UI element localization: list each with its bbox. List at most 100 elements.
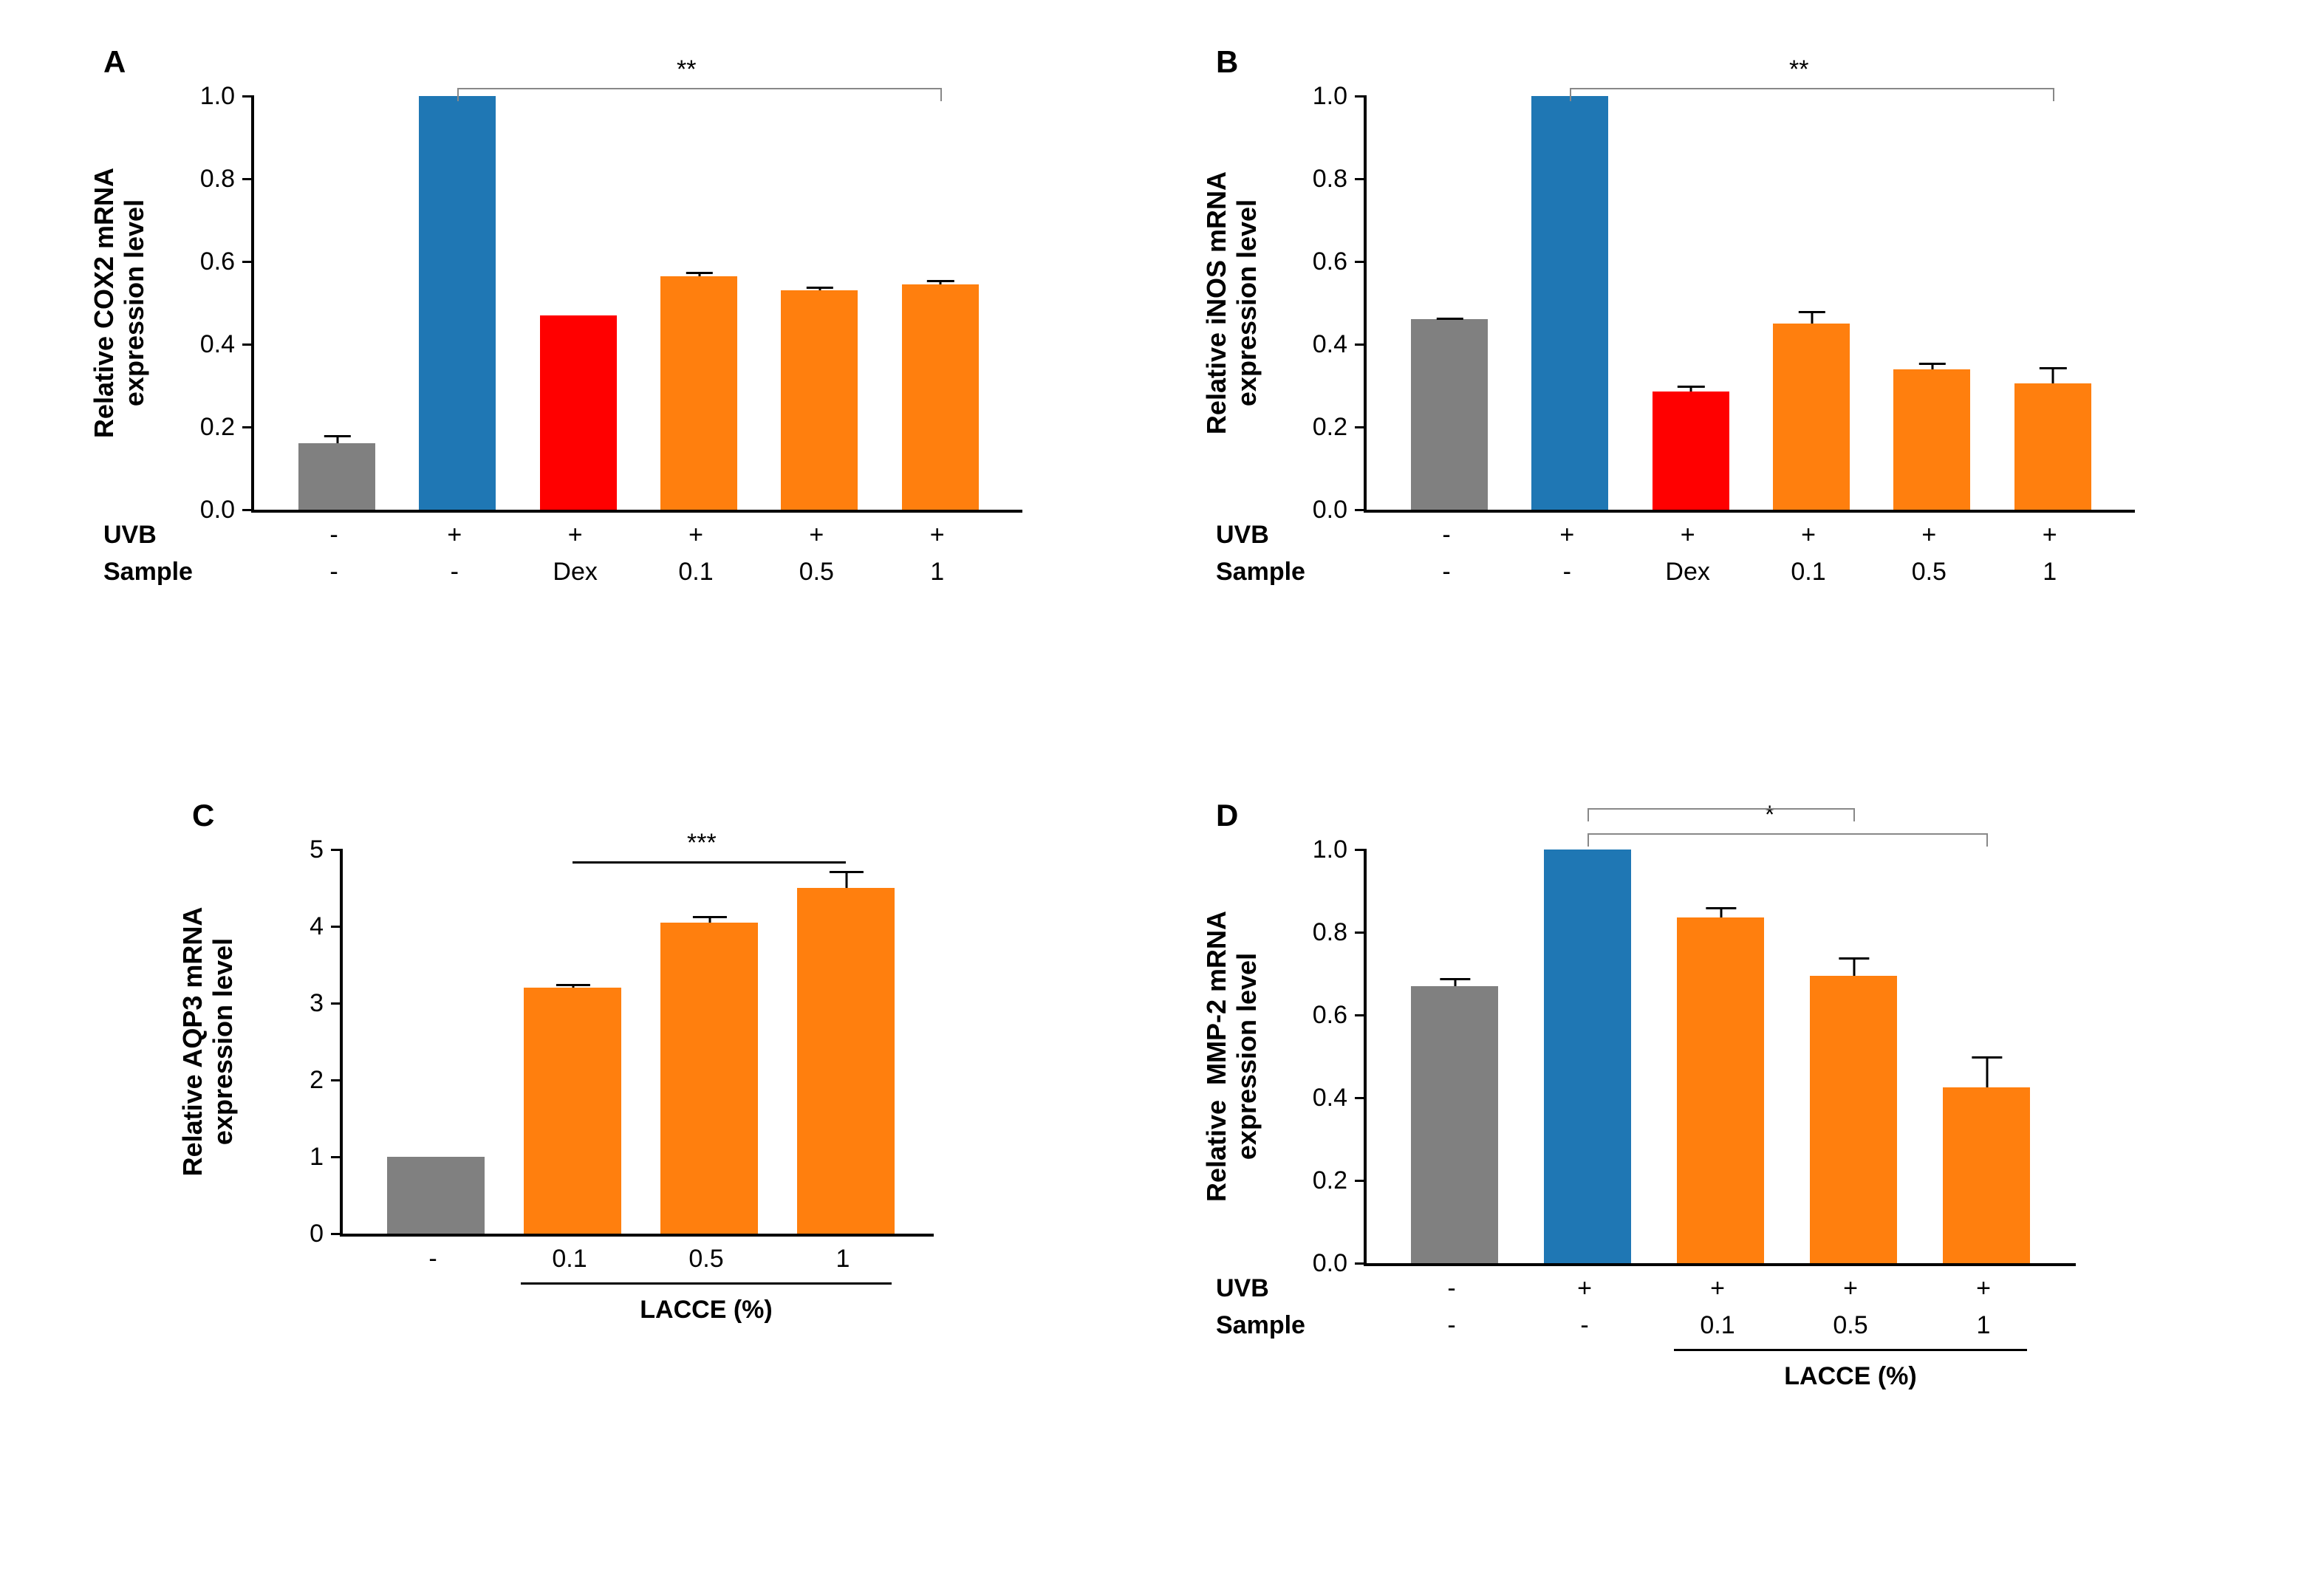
panel-label: C — [192, 798, 214, 833]
y-axis-label: Relative MMP-2 mRNA expression level — [1201, 850, 1262, 1263]
y-tick: 1.0 — [1313, 836, 1367, 863]
y-tick-label: 1 — [310, 1143, 331, 1172]
x-row: Sample--Dex0.10.51 — [1364, 556, 2132, 588]
row-bottom: CRelative AQP3 mRNA expression level0123… — [59, 798, 2265, 1507]
x-row-cell: + — [778, 521, 855, 550]
y-tick-mark — [1355, 849, 1367, 851]
y-tick-label: 1.0 — [1313, 82, 1355, 111]
y-tick: 0.2 — [1313, 1167, 1367, 1194]
y-tick-label: 0.2 — [1313, 413, 1355, 442]
plot-area: 0.00.20.40.60.81.0* — [1364, 850, 2076, 1266]
y-tick-label: 1.0 — [1313, 835, 1355, 864]
panel-d: DRelative MMP-2 mRNA expression level0.0… — [1172, 798, 2265, 1507]
x-underline — [1674, 1349, 2027, 1351]
y-tick: 0.6 — [1313, 248, 1367, 275]
x-row-cell: Dex — [537, 558, 614, 587]
y-tick-label: 0.6 — [200, 247, 242, 276]
x-row-cell: + — [537, 521, 614, 550]
y-tick: 0 — [310, 1220, 343, 1247]
y-tick-label: 2 — [310, 1066, 331, 1095]
significance-label: *** — [687, 829, 717, 858]
y-tick-label: 3 — [310, 989, 331, 1018]
y-tick-label: 0.8 — [1313, 165, 1355, 194]
panel-a: ARelative COX2 mRNA expression level0.00… — [59, 44, 1152, 709]
plot-area: 012345*** — [340, 850, 934, 1237]
x-row-cell: - — [1528, 558, 1605, 587]
y-tick-mark — [1355, 1180, 1367, 1182]
y-tick: 0.0 — [1313, 496, 1367, 523]
x-row-header: UVB — [103, 521, 251, 550]
y-tick: 0.2 — [1313, 414, 1367, 440]
y-tick-label: 0.4 — [1313, 330, 1355, 359]
y-tick: 0.6 — [1313, 1002, 1367, 1028]
y-tick-mark — [1355, 1262, 1367, 1265]
y-tick-mark — [1355, 1014, 1367, 1016]
y-tick: 3 — [310, 990, 343, 1016]
y-tick-label: 5 — [310, 835, 331, 864]
x-row-cell: - — [1541, 1311, 1628, 1340]
y-tick-mark — [331, 849, 343, 851]
y-tick-label: 0.6 — [1313, 1001, 1355, 1030]
x-row-cell: + — [2012, 521, 2088, 550]
x-row-cell: - — [416, 558, 493, 587]
y-tick-mark — [331, 1156, 343, 1158]
y-tick-mark — [1355, 426, 1367, 428]
y-tick-mark — [1355, 261, 1367, 263]
x-row-cell: 0.5 — [1890, 558, 1967, 587]
x-row-cell: + — [657, 521, 734, 550]
y-tick: 0.0 — [1313, 1250, 1367, 1276]
x-row: Sample--Dex0.10.51 — [251, 556, 1019, 588]
x-row-cell: 1 — [794, 1245, 892, 1274]
significance-label: * — [1765, 801, 1774, 830]
x-row-cell: - — [1408, 558, 1485, 587]
x-row-cell: + — [1650, 521, 1726, 550]
x-row-cell: + — [1541, 1274, 1628, 1303]
x-row-cell: + — [1807, 1274, 1894, 1303]
y-tick: 1.0 — [200, 83, 254, 109]
x-row-cell: 1 — [2012, 558, 2088, 587]
significance-label: ** — [677, 55, 696, 84]
y-axis-label: Relative iNOS mRNA expression level — [1201, 96, 1262, 510]
y-tick: 4 — [310, 913, 343, 940]
plot-area: 0.00.20.40.60.81.0** — [251, 96, 1022, 513]
y-axis-label: Relative AQP3 mRNA expression level — [177, 850, 239, 1234]
y-tick-mark — [331, 1233, 343, 1235]
y-tick: 5 — [310, 836, 343, 863]
y-tick: 0.2 — [200, 414, 254, 440]
x-row-header: Sample — [103, 558, 251, 587]
x-row-cell: + — [1770, 521, 1847, 550]
panel-label: A — [103, 44, 126, 80]
x-row-header: Sample — [1216, 558, 1364, 587]
x-row-cell: Dex — [1650, 558, 1726, 587]
x-row-cell: + — [1674, 1274, 1761, 1303]
y-tick-mark — [242, 426, 254, 428]
y-tick-mark — [242, 509, 254, 511]
x-row-cell: 0.1 — [1770, 558, 1847, 587]
y-tick-label: 1.0 — [200, 82, 242, 111]
y-tick: 0.0 — [200, 496, 254, 523]
x-row: UVB-+++++ — [1364, 519, 2132, 551]
x-row-cell: 1 — [899, 558, 976, 587]
x-row-header: UVB — [1216, 1274, 1364, 1303]
row-top: ARelative COX2 mRNA expression level0.00… — [59, 44, 2265, 709]
panel-label: B — [1216, 44, 1238, 80]
y-tick-mark — [242, 261, 254, 263]
y-tick-mark — [1355, 178, 1367, 180]
x-row-cell: - — [1408, 1311, 1495, 1340]
y-tick-label: 0.4 — [1313, 1084, 1355, 1112]
x-row-cell: 0.1 — [1674, 1311, 1761, 1340]
x-row-cell: - — [295, 558, 372, 587]
y-tick: 0.4 — [1313, 1084, 1367, 1111]
y-tick-label: 0 — [310, 1220, 331, 1248]
x-row: UVB-+++++ — [251, 519, 1019, 551]
significance-label: ** — [1789, 55, 1808, 84]
y-tick-mark — [1355, 509, 1367, 511]
y-tick-label: 0.6 — [1313, 247, 1355, 276]
y-tick: 0.4 — [1313, 331, 1367, 358]
x-row-cell: + — [1890, 521, 1967, 550]
x-underline — [521, 1282, 892, 1285]
y-tick-label: 0.2 — [1313, 1166, 1355, 1195]
y-tick: 0.4 — [200, 331, 254, 358]
panel-b: B Relative iNOS mRNA expression level 0.0 0… — [1172, 44, 2265, 709]
x-row-cell: + — [899, 521, 976, 550]
